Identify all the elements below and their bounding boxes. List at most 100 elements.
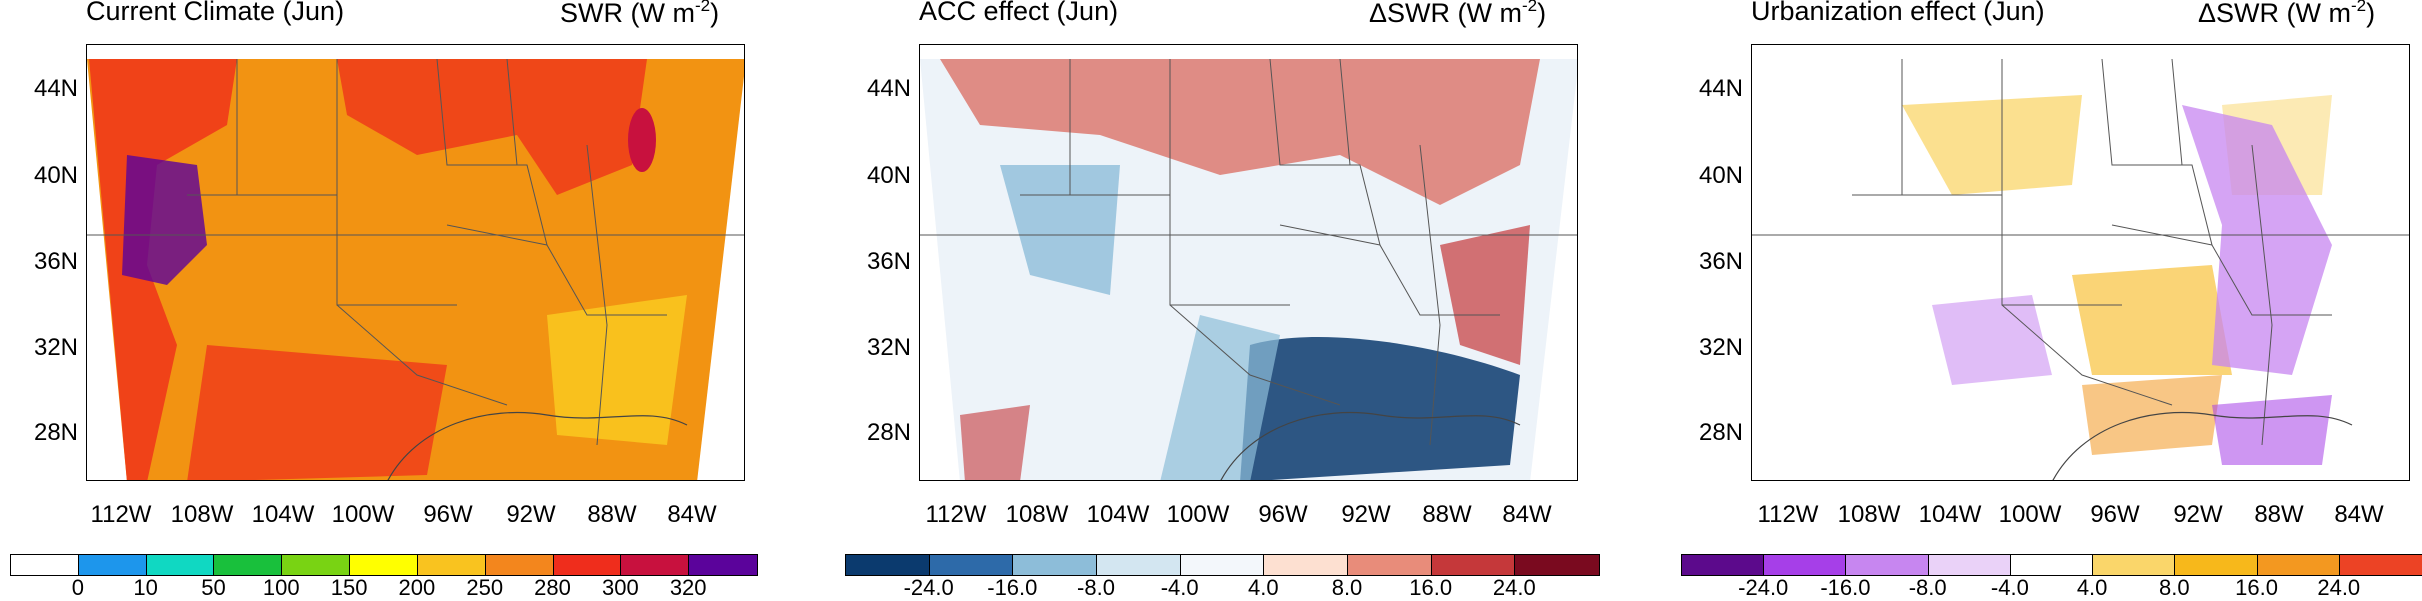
colorbar-swatch — [282, 555, 351, 575]
positive-change-region — [1902, 95, 2082, 195]
lat-label: 40N — [33, 162, 78, 189]
lon-label: 104W — [251, 501, 315, 528]
colorbar-label: -24.0 — [903, 575, 954, 600]
colorbar-label: 16.0 — [2235, 575, 2278, 600]
lat-label: 36N — [33, 248, 78, 275]
colorbar-label: 320 — [669, 575, 707, 600]
coastline — [1220, 412, 1521, 480]
lat-label: 28N — [1698, 419, 1743, 446]
lon-label: 108W — [170, 501, 234, 528]
colorbar-label: -16.0 — [987, 575, 1038, 600]
colorbar-label: 8.0 — [2159, 575, 2190, 600]
colorbar-label: -8.0 — [1077, 575, 1115, 600]
colorbar-label: -24.0 — [1738, 575, 1789, 600]
colorbar-swatch — [621, 555, 690, 575]
lat-label: 36N — [866, 248, 911, 275]
colorbar-label: -16.0 — [1820, 575, 1871, 600]
colorbar-label: 4.0 — [2076, 575, 2108, 600]
colorbar-acc-effect — [845, 554, 1600, 576]
coastline — [2052, 412, 2353, 480]
colorbar-label: -4.0 — [1990, 575, 2029, 600]
lat-label: 28N — [866, 419, 911, 446]
lon-label: 112W — [1757, 501, 1819, 528]
lon-label: 104W — [1086, 501, 1150, 528]
lon-label: 92W — [506, 501, 556, 528]
colorbar-swatch — [2339, 555, 2422, 575]
colorbar-label: 100 — [262, 575, 300, 600]
colorbar-swatch — [846, 555, 930, 575]
lon-label: 96W — [2090, 501, 2140, 528]
lon-label: 88W — [1422, 501, 1472, 528]
colorbar-swatch — [1264, 555, 1348, 575]
colorbar-label: 280 — [534, 575, 571, 600]
negative-change-region — [1240, 336, 1520, 480]
colorbar-swatch — [553, 555, 622, 575]
colorbar-swatch — [929, 555, 1014, 575]
colorbar-swatch — [350, 555, 418, 575]
lat-label: 36N — [1698, 248, 1743, 275]
state-boundaries — [87, 58, 744, 446]
high-swr-region — [89, 59, 237, 480]
map-urbanization-effect — [1751, 44, 2410, 481]
lat-label: 40N — [866, 162, 911, 189]
lat-label: 44N — [33, 75, 78, 102]
lon-label: 84W — [667, 501, 717, 528]
colorbar-label: -8.0 — [1908, 575, 1947, 600]
colorbar-swatch — [1515, 555, 1599, 575]
colorbar-label: 150 — [330, 575, 368, 600]
colorbar-urbanization-effect — [1681, 554, 2422, 576]
colorbar-swatch — [78, 555, 147, 575]
colorbar-label: 24.0 — [2317, 575, 2361, 600]
colorbar-swatch — [214, 555, 283, 575]
moderate-swr-region — [547, 295, 687, 445]
lon-label: 112W — [925, 501, 987, 528]
colorbar-swatch — [417, 555, 486, 575]
lon-label: 88W — [2254, 501, 2304, 528]
lake-michigan-feature — [628, 108, 656, 172]
colorbar-swatch — [146, 555, 215, 575]
colorbar-swatch — [1096, 555, 1181, 575]
positive-change-region — [940, 59, 1540, 205]
lon-label: 100W — [1166, 501, 1230, 528]
colorbar-swatch — [2175, 555, 2258, 575]
negative-change-region — [1932, 295, 2052, 385]
colorbar-label: 300 — [602, 575, 639, 600]
map-acc-effect — [919, 44, 1578, 481]
colorbar-swatch — [1431, 555, 1516, 575]
panel-unit: SWR (W m-2) — [560, 0, 720, 28]
colorbar-label: 24.0 — [1492, 575, 1536, 600]
lat-label: 32N — [1698, 334, 1743, 361]
lon-label: 96W — [423, 501, 473, 528]
colorbar-label: 10 — [133, 575, 158, 600]
colorbar-swatch — [689, 555, 757, 575]
panel-title: ACC effect (Jun) — [919, 0, 1119, 26]
panel-title: Urbanization effect (Jun) — [1751, 0, 2045, 26]
lon-label: 108W — [1005, 501, 1069, 528]
colorbar-current-climate — [10, 554, 758, 576]
high-swr-region — [187, 345, 447, 480]
colorbar-swatch — [1846, 555, 1929, 575]
lon-label: 84W — [2334, 501, 2384, 528]
negative-change-region — [2212, 395, 2332, 465]
colorbar-label: 0 — [71, 575, 84, 600]
colorbar-label: 16.0 — [1409, 575, 1453, 600]
state-boundaries — [920, 58, 1577, 446]
positive-change-region — [2072, 265, 2232, 375]
lat-label: 28N — [33, 419, 78, 446]
high-swr-region — [337, 59, 647, 195]
lat-label: 32N — [866, 334, 911, 361]
colorbar-swatch — [2257, 555, 2340, 575]
panel-urbanization-effect: Urbanization effect (Jun) ΔSWR (W m-2) — [1671, 0, 2422, 601]
negative-change-region — [2182, 105, 2332, 375]
state-boundaries — [1752, 58, 2409, 446]
colorbar-label: 250 — [466, 575, 504, 600]
negative-change-region — [1160, 315, 1280, 480]
colorbar-swatch — [485, 555, 554, 575]
lon-label: 100W — [331, 501, 395, 528]
colorbar-swatch — [11, 555, 79, 575]
colorbar-swatch — [2093, 555, 2176, 575]
lon-label: 104W — [1918, 501, 1982, 528]
lon-label: 88W — [587, 501, 637, 528]
map-current-climate — [86, 44, 745, 481]
lon-label: 108W — [1837, 501, 1901, 528]
